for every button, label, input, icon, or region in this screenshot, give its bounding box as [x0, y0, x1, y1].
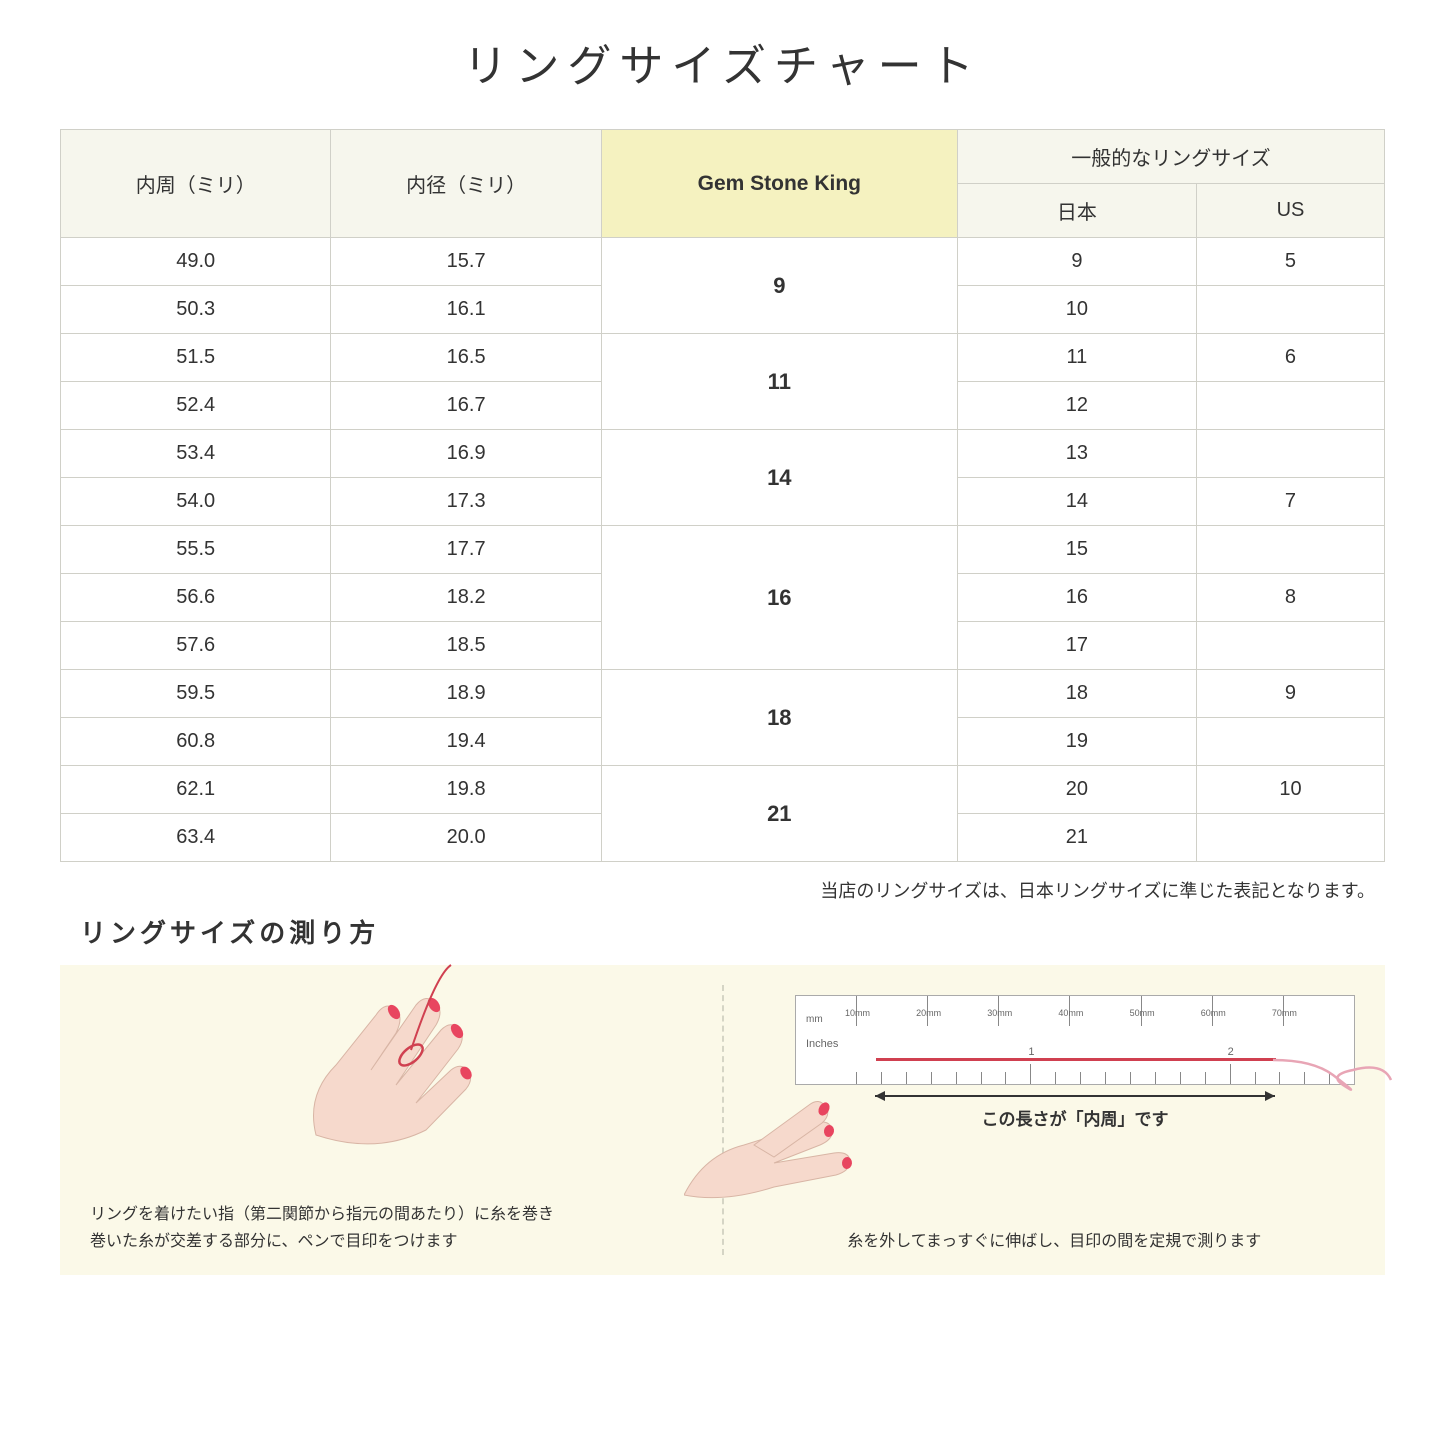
- cell-circumference: 57.6: [61, 622, 331, 670]
- table-body: 49.015.799550.316.11051.516.51111652.416…: [61, 238, 1385, 862]
- cell-gsk: 14: [601, 430, 957, 526]
- cell-us: 7: [1196, 478, 1384, 526]
- table-row: 49.015.7995: [61, 238, 1385, 286]
- cell-circumference: 53.4: [61, 430, 331, 478]
- measurement-arrow: [875, 1095, 1275, 1097]
- cell-gsk: 16: [601, 526, 957, 670]
- cell-gsk: 18: [601, 670, 957, 766]
- cell-us: 8: [1196, 574, 1384, 622]
- cell-us: [1196, 430, 1384, 478]
- cell-us: [1196, 622, 1384, 670]
- instructions-panel: リングを着けたい指（第二関節から指元の間あたり）に糸を巻き 巻いた糸が交差する部…: [60, 965, 1385, 1275]
- arrow-caption: この長さが「内周」です: [875, 1105, 1275, 1130]
- cell-japan: 13: [957, 430, 1196, 478]
- cell-circumference: 50.3: [61, 286, 331, 334]
- cell-gsk: 9: [601, 238, 957, 334]
- cell-diameter: 19.4: [331, 718, 601, 766]
- cell-japan: 16: [957, 574, 1196, 622]
- cell-circumference: 60.8: [61, 718, 331, 766]
- instruction-left-text: リングを着けたい指（第二関節から指元の間あたり）に糸を巻き 巻いた糸が交差する部…: [90, 1201, 692, 1255]
- table-row: 55.517.71615: [61, 526, 1385, 574]
- page-title: リングサイズチャート: [60, 30, 1385, 94]
- ruler-in-label: Inches: [806, 1038, 838, 1050]
- size-note: 当店のリングサイズは、日本リングサイズに準じた表記となります。: [60, 877, 1385, 903]
- cell-japan: 18: [957, 670, 1196, 718]
- cell-diameter: 17.3: [331, 478, 601, 526]
- cell-japan: 9: [957, 238, 1196, 286]
- table-row: 53.416.91413: [61, 430, 1385, 478]
- th-diameter: 内径（ミリ）: [331, 130, 601, 238]
- cell-diameter: 16.1: [331, 286, 601, 334]
- thread-curl: [1273, 1050, 1393, 1100]
- cell-us: 10: [1196, 766, 1384, 814]
- cell-us: [1196, 382, 1384, 430]
- hand-measure-illustration: [684, 1075, 864, 1205]
- cell-circumference: 56.6: [61, 574, 331, 622]
- ring-size-table: 内周（ミリ） 内径（ミリ） Gem Stone King 一般的なリングサイズ …: [60, 129, 1385, 862]
- cell-circumference: 49.0: [61, 238, 331, 286]
- cell-circumference: 52.4: [61, 382, 331, 430]
- cell-diameter: 20.0: [331, 814, 601, 862]
- instruction-step-2: mm Inches 10mm20mm30mm40mm50mm60mm70mm 1…: [724, 985, 1356, 1255]
- cell-diameter: 18.5: [331, 622, 601, 670]
- cell-diameter: 17.7: [331, 526, 601, 574]
- cell-japan: 19: [957, 718, 1196, 766]
- cell-circumference: 54.0: [61, 478, 331, 526]
- cell-japan: 14: [957, 478, 1196, 526]
- th-general: 一般的なリングサイズ: [957, 130, 1384, 184]
- cell-us: [1196, 286, 1384, 334]
- instruction-step-1: リングを着けたい指（第二関節から指元の間あたり）に糸を巻き 巻いた糸が交差する部…: [90, 985, 724, 1255]
- cell-circumference: 59.5: [61, 670, 331, 718]
- cell-us: [1196, 814, 1384, 862]
- cell-japan: 21: [957, 814, 1196, 862]
- cell-circumference: 51.5: [61, 334, 331, 382]
- cell-diameter: 18.9: [331, 670, 601, 718]
- cell-japan: 17: [957, 622, 1196, 670]
- cell-us: 9: [1196, 670, 1384, 718]
- instruction-right-text: 糸を外してまっすぐに伸ばし、目印の間を定規で測ります: [754, 1228, 1356, 1255]
- cell-us: 5: [1196, 238, 1384, 286]
- cell-us: [1196, 526, 1384, 574]
- table-row: 51.516.511116: [61, 334, 1385, 382]
- cell-gsk: 11: [601, 334, 957, 430]
- cell-japan: 15: [957, 526, 1196, 574]
- cell-diameter: 19.8: [331, 766, 601, 814]
- ruler-illustration: mm Inches 10mm20mm30mm40mm50mm60mm70mm 1…: [795, 995, 1355, 1085]
- th-circumference: 内周（ミリ）: [61, 130, 331, 238]
- cell-japan: 20: [957, 766, 1196, 814]
- th-japan: 日本: [957, 184, 1196, 238]
- ruler: mm Inches 10mm20mm30mm40mm50mm60mm70mm 1…: [795, 995, 1355, 1085]
- cell-us: 6: [1196, 334, 1384, 382]
- cell-diameter: 16.9: [331, 430, 601, 478]
- table-row: 62.119.8212010: [61, 766, 1385, 814]
- cell-japan: 10: [957, 286, 1196, 334]
- cell-diameter: 16.5: [331, 334, 601, 382]
- cell-circumference: 63.4: [61, 814, 331, 862]
- th-gsk: Gem Stone King: [601, 130, 957, 238]
- cell-japan: 11: [957, 334, 1196, 382]
- measure-title: リングサイズの測り方: [60, 913, 1385, 950]
- thread-on-ruler: [876, 1058, 1276, 1061]
- cell-japan: 12: [957, 382, 1196, 430]
- cell-us: [1196, 718, 1384, 766]
- cell-diameter: 16.7: [331, 382, 601, 430]
- ruler-mm-ticks: 10mm20mm30mm40mm50mm60mm70mm: [856, 996, 1354, 1026]
- cell-circumference: 62.1: [61, 766, 331, 814]
- cell-gsk: 21: [601, 766, 957, 862]
- cell-circumference: 55.5: [61, 526, 331, 574]
- th-us: US: [1196, 184, 1384, 238]
- ruler-mm-label: mm: [806, 1014, 823, 1025]
- hand-wrap-illustration: [276, 955, 536, 1155]
- cell-diameter: 15.7: [331, 238, 601, 286]
- table-row: 59.518.918189: [61, 670, 1385, 718]
- cell-diameter: 18.2: [331, 574, 601, 622]
